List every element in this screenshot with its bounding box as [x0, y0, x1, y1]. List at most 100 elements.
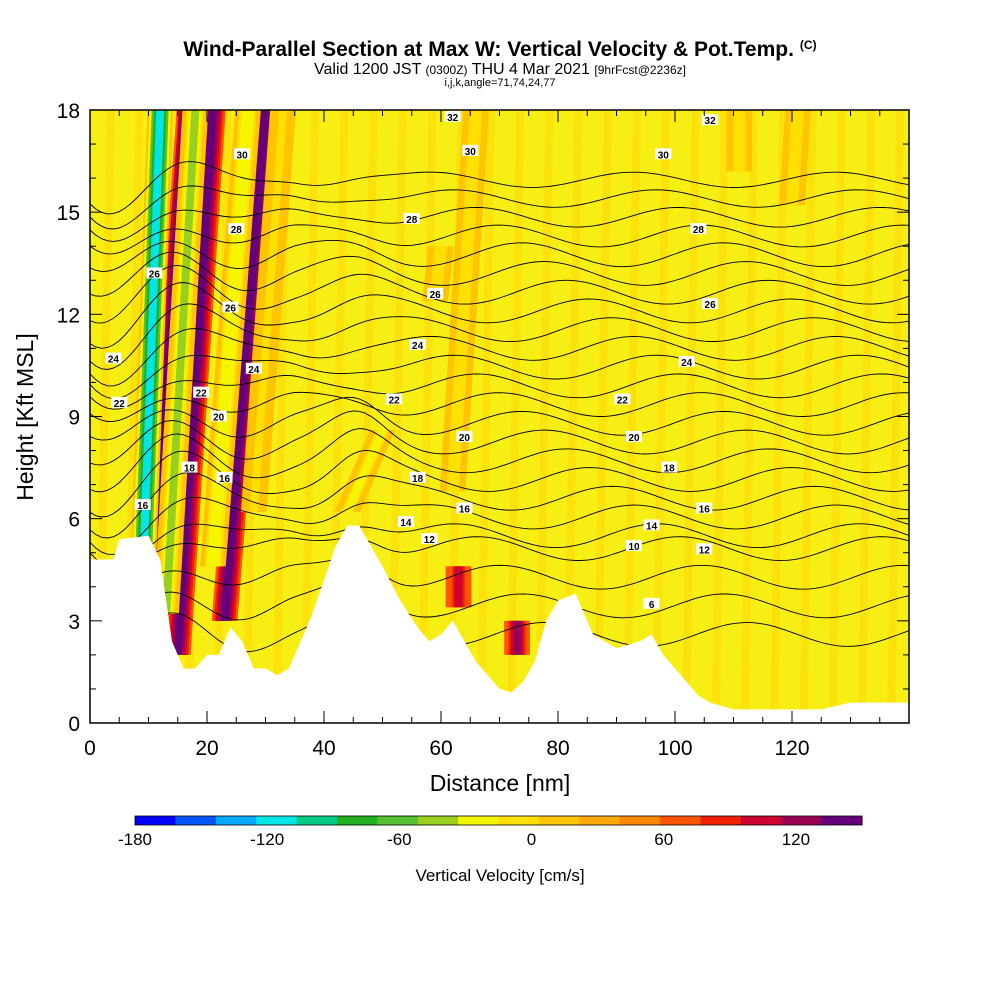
x-tick-label: 40: [312, 737, 335, 760]
contour-label: 16: [696, 502, 713, 515]
contour-label-text: 28: [231, 225, 243, 236]
contour-label-text: 24: [412, 341, 424, 352]
texture-streak: [477, 110, 495, 669]
contour-label-bg: [655, 148, 672, 160]
contour-label-text: 12: [699, 545, 711, 556]
colorbar-swatch: [619, 816, 661, 825]
isentrope-contours: [90, 161, 909, 658]
texture-streak: [390, 110, 407, 590]
colorbar-frame: [134, 815, 863, 826]
contour-label-text: 24: [248, 365, 260, 376]
contour-label: 26: [702, 298, 719, 311]
contour-label: 16: [456, 502, 473, 515]
isentrope-31: [90, 185, 909, 230]
contour-label: 32: [444, 110, 461, 124]
colorbar-tick-label: -180: [118, 830, 152, 849]
isentrope-12: [90, 536, 909, 573]
contour-label-bg: [626, 539, 643, 551]
contour-label-bg: [626, 430, 643, 442]
contour-label: 24: [678, 356, 695, 369]
plot-area: [90, 110, 909, 723]
contour-label-text: 22: [617, 395, 629, 406]
isentrope-18: [90, 410, 909, 466]
contour-label: 28: [228, 223, 245, 236]
colorbar-swatch: [740, 816, 782, 825]
x-axis-label: Distance [nm]: [430, 770, 571, 796]
contour-label-bg: [462, 144, 479, 156]
contour-label: 28: [403, 212, 420, 226]
contour-label-bg: [614, 393, 631, 405]
contour-label-text: 30: [237, 150, 249, 161]
contour-labels: 32 32 30 30 30 28 28 28 26 26 26 26 24 24 24 24 22 22 22 22…: [105, 110, 719, 611]
colorbar-swatch: [700, 816, 742, 825]
colorbar-swatch: [660, 816, 701, 825]
contour-label-text: 14: [400, 518, 412, 529]
chart-title-text: Wind-Parallel Section at Max W: Vertical…: [183, 38, 794, 61]
contour-label: 10: [626, 539, 643, 553]
y-tick-label: 0: [68, 713, 80, 736]
contour-label-bg: [228, 223, 245, 235]
colorbar-tick-label: 60: [654, 830, 673, 849]
colorbar-tick-label: -120: [250, 830, 284, 849]
forecast-info: [9hrFcst@2236z]: [594, 63, 686, 77]
colorbar-swatch: [781, 816, 823, 825]
contour-label: 26: [222, 301, 239, 315]
contour-label-bg: [427, 287, 444, 299]
contour-label-bg: [456, 502, 473, 514]
contour-label: 16: [216, 471, 233, 485]
contour-label-text: 12: [424, 535, 436, 546]
contour-label: 6: [643, 597, 660, 611]
contour-label-text: 16: [219, 474, 231, 485]
downdraft-band: [788, 110, 802, 206]
contour-label-bg: [696, 543, 713, 555]
texture-streak: [536, 110, 554, 642]
texture-streak: [858, 110, 875, 703]
texture-streak: [711, 110, 729, 705]
isentrope-19: [90, 396, 909, 441]
contour-label: 22: [111, 396, 128, 410]
colorbar: -180 -120 -60 0 60 120: [118, 815, 863, 849]
texture-streak: [565, 110, 583, 596]
contour-label: 30: [462, 144, 479, 158]
y-tick-label: 9: [68, 407, 80, 430]
contour-label-text: 22: [114, 399, 126, 410]
contour-label-bg: [690, 223, 707, 235]
contour-label-text: 26: [149, 269, 161, 280]
valid-date: THU 4 Mar 2021: [471, 61, 590, 78]
colorbar-swatch: [336, 816, 378, 825]
colorbar-swatch: [377, 816, 419, 825]
texture-streak: [741, 110, 758, 710]
isentrope-23: [90, 328, 909, 387]
texture-streak: [653, 110, 671, 645]
downdraft-band: [735, 110, 744, 172]
colorbar-swatch: [498, 816, 540, 825]
contour-label: 32: [702, 114, 719, 127]
colorbar-swatch: [135, 816, 176, 825]
contour-label: 28: [690, 223, 707, 236]
contour-label: 20: [626, 430, 643, 444]
contour-label-text: 24: [108, 355, 120, 366]
y-tick-label: 3: [68, 611, 80, 634]
contour-label: 22: [193, 386, 210, 400]
contour-label-bg: [210, 410, 227, 422]
terrain-mask: [90, 525, 909, 723]
downdraft-band: [249, 110, 288, 512]
updraft-band: [173, 110, 217, 655]
contour-label-text: 6: [649, 600, 655, 611]
y-tick-label: 6: [68, 509, 80, 532]
y-axis-label: Height [Kft MSL]: [12, 333, 38, 500]
downdraft-band: [431, 246, 445, 301]
y-tick-label: 18: [57, 100, 80, 123]
contour-label: 18: [181, 461, 198, 475]
contour-label: 30: [234, 148, 251, 161]
contour-label-bg: [134, 499, 151, 511]
isentrope-13: [90, 523, 909, 568]
colorbar-swatch: [215, 816, 257, 825]
texture-streak: [331, 110, 349, 546]
downdraft-band: [448, 110, 481, 492]
contour-label-text: 16: [699, 504, 711, 515]
contour-label-bg: [193, 386, 210, 398]
contour-label-bg: [409, 471, 426, 483]
isentrope-29: [90, 224, 909, 255]
valid-time: Valid 1200 JST: [314, 61, 422, 78]
